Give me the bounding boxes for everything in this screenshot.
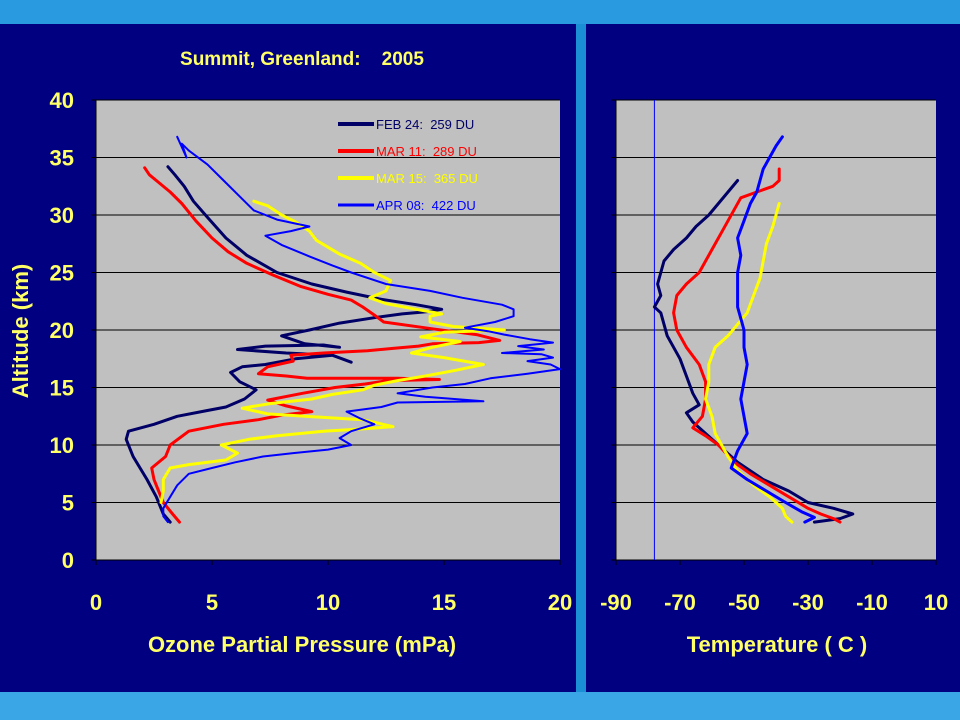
x-axis-label: Temperature ( C ) <box>687 632 868 657</box>
x-tick-label: 0 <box>90 590 102 615</box>
y-tick-label: 30 <box>50 203 74 228</box>
series-line-profile-4 <box>729 135 816 524</box>
y-tick-label: 5 <box>62 491 74 516</box>
y-tick-label: 0 <box>62 548 74 573</box>
x-tick-label: 15 <box>432 590 456 615</box>
x-tick-label: -50 <box>728 590 760 615</box>
series-line-feb-24-259-du <box>124 165 444 524</box>
series-line-mar-11-289-du <box>143 166 502 524</box>
temperature-chart: -90 -70 -50 -30 -10 10 Temperature ( C ) <box>600 99 948 657</box>
y-tick-label: 35 <box>50 146 74 171</box>
series-lines <box>124 135 561 524</box>
x-tick-labels: -90 -70 -50 -30 -10 10 <box>600 590 948 615</box>
top-band <box>0 0 960 24</box>
x-tick-labels: 0 5 10 15 20 <box>90 590 572 615</box>
ozone-chart: Summit, Greenland: 2005 FEB 24: 259 DU MA… <box>8 49 572 657</box>
y-tick-label: 20 <box>50 318 74 343</box>
legend: FEB 24: 259 DU MAR 11: 289 DU MAR 15: 365 … <box>338 117 478 213</box>
x-tick-label: 10 <box>316 590 340 615</box>
ozone-chart-panel: Summit, Greenland: 2005 FEB 24: 259 DU MA… <box>0 24 576 692</box>
series-line-mar-15-365-du <box>159 199 506 504</box>
x-tick-label: -70 <box>664 590 696 615</box>
x-tick-label: 20 <box>548 590 572 615</box>
y-tick-label: 40 <box>50 88 74 113</box>
gridlines <box>611 99 937 565</box>
y-tick-labels: 0 5 10 15 20 25 30 35 40 <box>50 88 74 573</box>
temperature-chart-panel: -90 -70 -50 -30 -10 10 Temperature ( C ) <box>586 24 960 692</box>
legend-entry: FEB 24: 259 DU <box>376 117 474 132</box>
series-lines <box>652 135 855 524</box>
legend-entry: MAR 15: 365 DU <box>376 171 478 186</box>
legend-entry: MAR 11: 289 DU <box>376 144 477 159</box>
x-tick-label: 5 <box>206 590 218 615</box>
x-axis-label: Ozone Partial Pressure (mPa) <box>148 632 456 657</box>
x-tick-label: -10 <box>856 590 888 615</box>
x-tick-label: 10 <box>924 590 948 615</box>
chart-title: Summit, Greenland: 2005 <box>180 49 424 70</box>
y-tick-label: 25 <box>50 261 74 286</box>
y-axis-label: Altitude (km) <box>8 264 33 398</box>
legend-entry: APR 08: 422 DU <box>376 198 476 213</box>
bottom-band <box>0 692 960 720</box>
series-line-apr-08-422-du <box>162 135 561 524</box>
x-tick-label: -90 <box>600 590 632 615</box>
series-line-mar-11 <box>672 167 842 524</box>
x-tick-label: -30 <box>792 590 824 615</box>
series-line-profile-1 <box>652 179 855 524</box>
y-tick-label: 15 <box>50 376 74 401</box>
series-line-mar-15 <box>704 202 794 524</box>
y-tick-label: 10 <box>50 433 74 458</box>
